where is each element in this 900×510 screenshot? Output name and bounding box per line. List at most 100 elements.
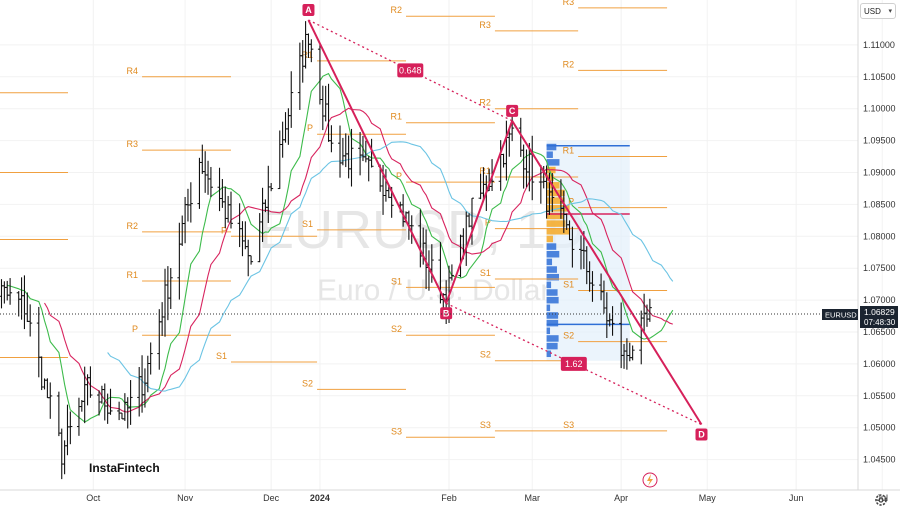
profile-bar <box>546 281 552 289</box>
watermark-symbol: EURUSD, 1D <box>258 200 585 260</box>
pattern-point-badge <box>440 307 453 320</box>
profile-bar <box>546 304 551 312</box>
pivot-label: R1 <box>127 270 139 280</box>
pivot-label: S2 <box>391 324 402 334</box>
pattern-point-label: B <box>443 308 450 318</box>
pivot-label: S2 <box>480 350 491 360</box>
brand-logo: InstaFintech <box>89 461 160 475</box>
pivot-label: S1 <box>563 280 574 290</box>
ratio-badge <box>560 356 587 371</box>
pivot-label: S3 <box>391 426 402 436</box>
pattern-leg-bc <box>445 120 514 304</box>
time-tick-label: Apr <box>614 493 628 503</box>
profile-bar <box>546 250 560 258</box>
time-tick-label: Nov <box>177 493 194 503</box>
profile-bar <box>546 327 551 335</box>
ratio-label: 1.62 <box>565 359 583 369</box>
pattern-leg-ab <box>307 19 448 304</box>
pivot-levels: R2PR1S1R1PR2R3R4PS1R1PS1S2R2R1PS1S2S3R3R… <box>0 0 668 438</box>
profile-bar <box>546 235 553 243</box>
price-tick-label: 1.09500 <box>863 136 896 146</box>
pivot-label: R3 <box>127 139 139 149</box>
time-tick-label: Mar <box>524 493 540 503</box>
pivot-label: R4 <box>127 66 139 76</box>
price-tick-label: 1.09000 <box>863 168 896 178</box>
profile-bar <box>546 197 565 204</box>
profile-bar <box>546 174 554 181</box>
pivot-label: R3 <box>563 0 575 7</box>
price-tick-label: 1.10500 <box>863 72 896 82</box>
harmonic-pattern: 0.648 1.62 A B C D <box>302 4 708 441</box>
lightning-icon[interactable] <box>642 472 658 488</box>
pivot-label: P <box>221 225 227 235</box>
profile-bar <box>546 296 559 304</box>
chart-grid <box>0 0 883 490</box>
pivot-label: R1 <box>479 166 491 176</box>
profile-bar <box>546 335 559 342</box>
price-tick-label: 1.06500 <box>863 327 896 337</box>
profile-bar <box>546 228 570 235</box>
price-tick-label: 1.11000 <box>863 40 895 50</box>
profile-bar <box>546 243 557 250</box>
pivot-label: P <box>396 171 402 181</box>
gear-icon[interactable] <box>873 492 889 508</box>
pivot-label: S1 <box>391 276 402 286</box>
price-value-label: 1.06829 <box>864 307 895 317</box>
profile-bar <box>546 151 553 158</box>
pivot-label: R2 <box>563 59 575 69</box>
moving-averages <box>7 72 674 423</box>
pivot-label: S2 <box>302 378 313 388</box>
ratio-badge <box>397 63 424 78</box>
ratio-label: 0.648 <box>399 65 422 75</box>
profile-bar <box>546 273 560 281</box>
pivot-label: R1 <box>302 50 314 60</box>
time-tick-label: 2024 <box>310 493 330 503</box>
pivot-label: S1 <box>480 268 491 278</box>
pattern-point-badge <box>302 4 315 17</box>
time-tick-label: Feb <box>441 493 457 503</box>
moving-average-line <box>44 107 673 413</box>
pivot-label: R3 <box>479 20 491 30</box>
price-tick-label: 1.08000 <box>863 231 896 241</box>
pivot-label: S1 <box>216 351 227 361</box>
pivot-label: P <box>132 324 138 334</box>
price-axis: 1.11000 1.10500 1.10000 1.09500 1.09000 1.085… <box>863 40 896 465</box>
price-tick-label: 1.04500 <box>863 455 896 465</box>
pivot-label: R2 <box>127 221 139 231</box>
current-price-badge: EURUSD 1.06829 07:48:30 <box>822 306 898 328</box>
profile-bar <box>546 258 553 266</box>
pivot-label: S3 <box>563 420 574 430</box>
moving-average-line <box>7 72 674 423</box>
price-tick-label: 1.10000 <box>863 104 896 114</box>
pivot-label: S2 <box>563 331 574 341</box>
currency-value: USD <box>864 7 881 16</box>
profile-bar <box>546 342 558 350</box>
pivot-label: R1 <box>390 112 402 122</box>
pattern-point-label: C <box>509 106 516 116</box>
countdown-label: 07:48:30 <box>864 318 896 327</box>
price-symbol-label: EURUSD <box>825 311 857 320</box>
pivot-label: S3 <box>480 420 491 430</box>
profile-box <box>546 140 630 361</box>
profile-bar <box>546 143 557 151</box>
pivot-label: P <box>307 123 313 133</box>
price-tick-label: 1.05500 <box>863 391 896 401</box>
time-tick-label: Jun <box>789 493 804 503</box>
chevron-down-icon: ▾ <box>888 8 892 15</box>
time-tick-label: Oct <box>86 493 101 503</box>
pivot-label: S1 <box>302 219 313 229</box>
time-tick-label: Dec <box>263 493 280 503</box>
profile-bar <box>546 159 560 166</box>
pattern-point-label: A <box>305 5 312 15</box>
time-tick-label: May <box>699 493 717 503</box>
profile-bar <box>546 312 559 319</box>
currency-select[interactable]: USD ▾ <box>860 3 896 19</box>
profile-bar <box>546 212 564 220</box>
price-tick-label: 1.07000 <box>863 295 896 305</box>
pivot-label: R1 <box>563 146 575 156</box>
pivot-label: R2 <box>479 98 491 108</box>
pattern-leg-cd <box>511 120 703 426</box>
ohlc-bars <box>0 21 652 480</box>
price-tick-label: 1.05000 <box>863 423 896 433</box>
